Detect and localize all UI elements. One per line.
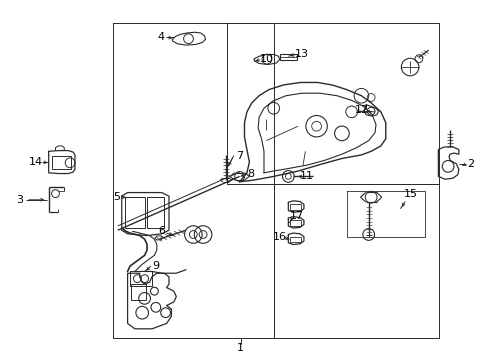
Bar: [125, 197, 144, 228]
Text: 6: 6: [158, 226, 165, 236]
Bar: [52, 156, 70, 169]
Bar: [131, 284, 146, 300]
Bar: [147, 197, 164, 228]
Text: 11: 11: [299, 171, 313, 181]
Bar: [289, 220, 300, 226]
Text: 13: 13: [294, 49, 308, 59]
Text: 17: 17: [289, 211, 304, 221]
Text: 9: 9: [152, 261, 159, 271]
Text: 2: 2: [467, 159, 473, 169]
Text: 14: 14: [29, 157, 43, 167]
Bar: [289, 237, 300, 242]
Bar: [130, 271, 152, 286]
Text: 8: 8: [246, 168, 253, 179]
Bar: [289, 204, 300, 210]
Text: 4: 4: [157, 32, 164, 42]
Text: 16: 16: [272, 232, 286, 242]
Text: 1: 1: [237, 343, 244, 353]
Text: 12: 12: [355, 105, 369, 115]
Text: 5: 5: [113, 192, 120, 202]
Bar: [279, 54, 297, 59]
Text: 15: 15: [403, 189, 417, 199]
Text: 10: 10: [260, 54, 273, 64]
Text: 3: 3: [16, 195, 23, 205]
Text: 7: 7: [236, 150, 243, 161]
